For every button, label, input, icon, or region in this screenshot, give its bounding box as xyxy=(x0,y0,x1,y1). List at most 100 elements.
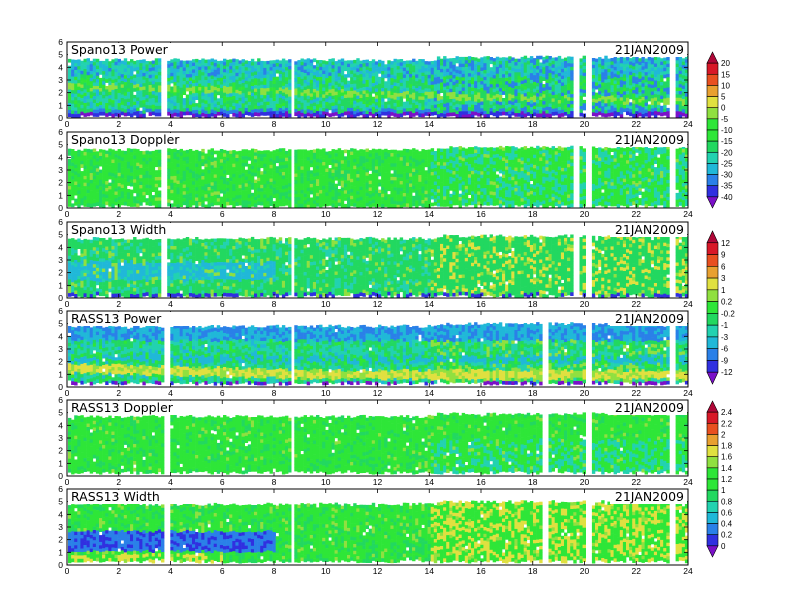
heatmap-cell xyxy=(68,175,72,180)
heatmap-cell xyxy=(238,164,242,169)
heatmap-cell xyxy=(347,197,351,202)
heatmap-cell xyxy=(334,112,338,116)
heatmap-cell xyxy=(95,89,100,94)
heatmap-cell xyxy=(226,87,230,91)
heatmap-cell xyxy=(278,67,283,71)
heatmap-cell xyxy=(229,201,233,206)
heatmap-cell xyxy=(675,70,679,75)
heatmap-cell xyxy=(185,104,190,109)
heatmap-cell xyxy=(436,87,441,91)
heatmap-cell xyxy=(604,72,608,77)
heatmap-cell xyxy=(371,186,376,190)
heatmap-cell xyxy=(300,173,304,177)
heatmap-cell xyxy=(126,91,131,96)
heatmap-cell xyxy=(179,159,183,163)
heatmap-cell xyxy=(409,97,413,102)
heatmap-cell xyxy=(145,71,149,75)
heatmap-cell xyxy=(443,79,447,84)
heatmap-cell xyxy=(207,86,211,91)
heatmap-cell xyxy=(508,63,512,67)
heatmap-cell xyxy=(139,87,143,91)
heatmap-cell xyxy=(77,176,81,181)
heatmap-cell xyxy=(598,63,602,68)
heatmap-cell xyxy=(520,114,524,119)
heatmap-cell xyxy=(312,102,317,107)
heatmap-cell xyxy=(365,80,369,84)
heatmap-cell xyxy=(278,202,283,207)
heatmap-cell xyxy=(195,173,199,178)
heatmap-cell xyxy=(433,108,438,112)
heatmap-cell xyxy=(319,97,323,102)
heatmap-cell xyxy=(130,86,134,90)
heatmap-cell xyxy=(595,99,599,104)
heatmap-cell xyxy=(365,148,369,153)
heatmap-cell xyxy=(99,81,103,85)
heatmap-cell xyxy=(111,186,115,191)
heatmap-cell xyxy=(309,187,314,191)
heatmap-cell xyxy=(300,95,304,100)
heatmap-cell xyxy=(467,97,472,101)
heatmap-cell xyxy=(353,172,357,177)
heatmap-cell xyxy=(328,113,332,117)
heatmap-cell xyxy=(433,111,438,116)
heatmap-cell xyxy=(678,114,683,119)
heatmap-cell xyxy=(322,158,326,163)
heatmap-cell xyxy=(250,82,255,87)
heatmap-cell xyxy=(461,101,466,105)
heatmap-cell xyxy=(126,178,131,183)
heatmap-cell xyxy=(151,188,156,192)
heatmap-cell xyxy=(192,79,196,84)
heatmap-cell xyxy=(359,200,363,204)
heatmap-cell xyxy=(378,83,382,88)
heatmap-cell xyxy=(635,111,639,115)
heatmap-cell xyxy=(244,183,249,187)
heatmap-cell xyxy=(595,92,599,97)
heatmap-cell xyxy=(663,101,667,106)
heatmap-cell xyxy=(371,165,376,170)
heatmap-cell xyxy=(216,188,221,192)
heatmap-cell xyxy=(241,176,245,181)
heatmap-cell xyxy=(86,155,90,160)
heatmap-cell xyxy=(86,61,90,66)
heatmap-cell xyxy=(176,89,180,93)
heatmap-cell xyxy=(275,193,280,198)
heatmap-cell xyxy=(142,191,146,196)
heatmap-cell xyxy=(467,73,472,77)
heatmap-cell xyxy=(92,162,97,166)
heatmap-cell xyxy=(120,167,125,172)
heatmap-cell xyxy=(539,86,543,90)
heatmap-cell xyxy=(145,184,149,189)
heatmap-cell xyxy=(458,63,462,68)
heatmap-cell xyxy=(393,176,397,181)
heatmap-cell xyxy=(347,94,351,98)
heatmap-cell xyxy=(170,66,174,70)
heatmap-cell xyxy=(309,90,314,94)
heatmap-cell xyxy=(157,190,162,195)
heatmap-cell xyxy=(130,196,134,201)
heatmap-cell xyxy=(260,184,264,189)
heatmap-cell xyxy=(353,175,357,180)
heatmap-cell xyxy=(591,68,596,72)
heatmap-cell xyxy=(269,168,273,172)
heatmap-cell xyxy=(325,199,329,203)
heatmap-cell xyxy=(232,92,236,97)
heatmap-cell xyxy=(347,97,351,102)
heatmap-cell xyxy=(241,183,245,187)
heatmap-cell xyxy=(461,94,466,98)
heatmap-cell xyxy=(557,113,562,118)
heatmap-cell xyxy=(151,67,156,71)
heatmap-cell xyxy=(83,196,87,200)
heatmap-cell xyxy=(213,100,218,105)
heatmap-cell xyxy=(402,148,407,153)
heatmap-cell xyxy=(415,74,419,79)
heatmap-cell xyxy=(471,60,475,65)
heatmap-cell xyxy=(68,79,72,83)
heatmap-cell xyxy=(492,78,497,83)
heatmap-cell xyxy=(613,87,617,91)
heatmap-cell xyxy=(297,203,301,208)
heatmap-cell xyxy=(254,189,258,194)
heatmap-cell xyxy=(201,82,205,86)
heatmap-cell xyxy=(123,95,128,100)
heatmap-cell xyxy=(74,157,78,162)
heatmap-cell xyxy=(157,71,162,76)
